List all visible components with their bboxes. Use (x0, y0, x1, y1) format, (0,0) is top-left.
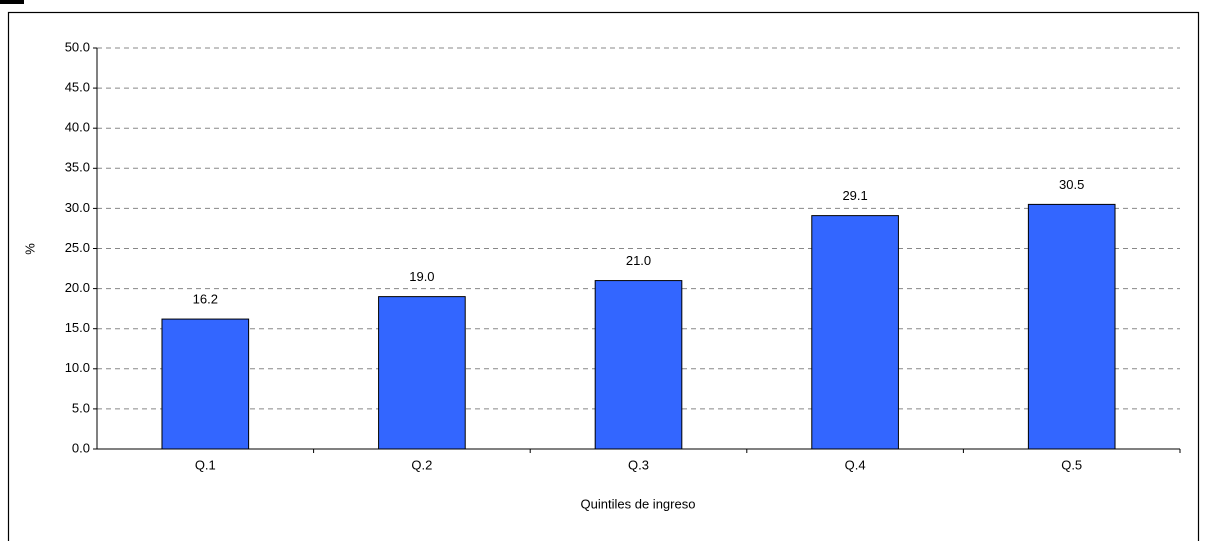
data-label: 30.5 (1059, 177, 1084, 192)
bar (378, 296, 466, 450)
y-tick-label: 10.0 (65, 360, 90, 375)
y-tick-label: 5.0 (72, 400, 90, 415)
bar (811, 215, 899, 450)
bar (1027, 203, 1116, 450)
y-tick-label: 40.0 (65, 120, 90, 135)
y-tick-label: 30.0 (65, 200, 90, 215)
y-tick-label: 50.0 (65, 39, 90, 54)
bar (161, 318, 250, 450)
chart-frame (7, 11, 1200, 541)
data-label: 19.0 (409, 269, 434, 284)
y-tick-label: 0.0 (72, 440, 90, 455)
x-tick-label: Q.3 (628, 457, 649, 472)
corner-mark (0, 0, 24, 4)
y-tick-label: 25.0 (65, 240, 90, 255)
x-tick-label: Q.5 (1061, 457, 1082, 472)
data-label: 21.0 (626, 253, 651, 268)
bar (594, 280, 683, 450)
y-tick-label: 15.0 (65, 320, 90, 335)
data-label: 16.2 (193, 292, 218, 307)
x-axis-label: Quintiles de ingreso (581, 496, 696, 511)
y-tick-label: 35.0 (65, 160, 90, 175)
y-axis-label: % (22, 243, 37, 255)
data-label: 29.1 (842, 188, 867, 203)
y-tick-label: 20.0 (65, 280, 90, 295)
x-tick-label: Q.1 (195, 457, 216, 472)
x-tick-label: Q.4 (845, 457, 866, 472)
x-tick-label: Q.2 (411, 457, 432, 472)
y-tick-label: 45.0 (65, 80, 90, 95)
